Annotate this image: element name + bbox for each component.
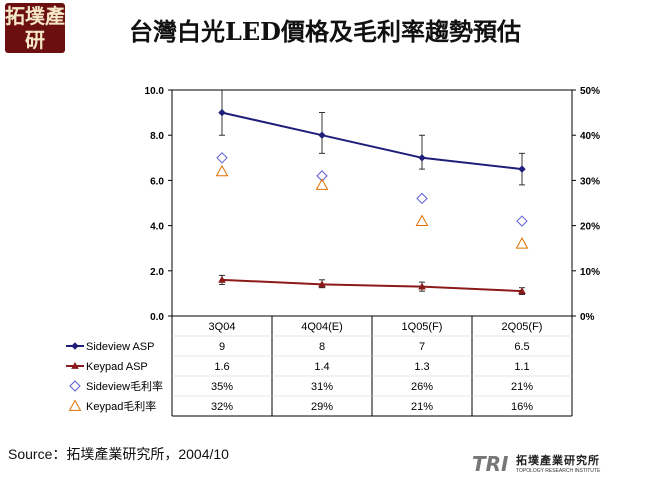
y-left-tick-label: 8.0 [150, 131, 164, 142]
logo-mark: TRI [472, 452, 509, 476]
y-left-tick-label: 2.0 [150, 267, 164, 278]
series-2-table-value: 31% [311, 381, 333, 393]
series-1-point [318, 280, 326, 288]
chart: 10.0 8.0 6.0 4.0 2.0 0.0 50% 40% 30% 20% 10% 0% 3Q04… [66, 86, 600, 417]
series-2-legend-marker [69, 380, 81, 392]
series-3-point [415, 214, 429, 226]
series-3-table-value: 29% [311, 401, 333, 413]
series-2-table-value: 35% [211, 381, 233, 393]
series-0-point [518, 165, 526, 173]
x-category-label: 1Q05(F) [402, 321, 443, 333]
series-1-table-value: 1.4 [314, 361, 329, 373]
series-2-point [216, 152, 228, 164]
series-1-point [218, 275, 226, 283]
y-right-tick-label: 0% [580, 312, 595, 323]
series-2-point [416, 192, 428, 205]
series-3-table-value: 16% [511, 401, 533, 413]
y-left-tick-label: 10.0 [145, 86, 165, 97]
series-0-point [218, 108, 226, 117]
series-1-legend-label: Keypad ASP [86, 361, 148, 373]
y-left-tick-label: 0.0 [150, 312, 164, 323]
x-category-label: 4Q04(E) [301, 321, 343, 333]
plot-area [171, 89, 573, 317]
logo-bottom-right: TRI 拓墣產業研究所 TOPOLOGY RESEARCH INSTITUTE [472, 452, 648, 478]
logo-cn: 拓墣產業研究所 [516, 454, 600, 467]
series-0-table-value: 7 [419, 341, 425, 353]
series-1-table-value: 1.3 [414, 361, 429, 373]
series-3-point [315, 178, 329, 190]
series-0-table-value: 9 [219, 341, 225, 353]
series-3-table-value: 32% [211, 401, 233, 413]
chart-title: 台灣白光LED價格及毛利率趨勢預估 [129, 17, 521, 46]
series-1-table-value: 1.1 [514, 361, 529, 373]
series-3-legend-label: Keypad毛利率 [86, 399, 156, 413]
series-0-point [418, 154, 426, 162]
y-right-tick-label: 30% [580, 176, 600, 187]
series-0-line [221, 111, 523, 171]
series-0-legend-marker [71, 342, 79, 350]
x-category-label: 2Q05(F) [502, 321, 543, 333]
series-2-point [516, 215, 528, 227]
series-3-point [515, 237, 529, 249]
series-3-table-value: 21% [411, 401, 433, 413]
logo-top-left: 拓墣產研 [5, 3, 65, 53]
series-3-legend-marker [68, 399, 82, 411]
y-right-tick-label: 10% [580, 267, 600, 278]
y-right-tick-label: 50% [580, 86, 600, 97]
series-2-table-value: 26% [411, 381, 433, 393]
series-1-legend-marker [71, 361, 79, 369]
series-1-line [221, 278, 523, 293]
series-2-table-value: 21% [511, 381, 533, 393]
series-0-table-value: 8 [319, 341, 325, 353]
series-2-legend-label: Sideview毛利率 [86, 379, 163, 393]
logo-en: TOPOLOGY RESEARCH INSTITUTE [516, 468, 601, 474]
series-1-point [418, 282, 426, 290]
source-note: Source：拓墣產業研究所，2004/10 [8, 446, 229, 462]
y-left-tick-label: 6.0 [150, 176, 164, 187]
x-category-label: 3Q04 [209, 321, 236, 333]
series-1-table-value: 1.6 [214, 361, 229, 373]
series-2-point [316, 170, 328, 182]
y-right-tick-label: 40% [580, 131, 600, 142]
series-0-legend-label: Sideview ASP [86, 341, 154, 353]
series-3-point [215, 164, 229, 177]
series-1-point [518, 287, 526, 295]
y-left-tick-label: 4.0 [150, 222, 164, 233]
series-0-point [318, 131, 326, 139]
series-0-table-value: 6.5 [514, 341, 529, 353]
y-right-tick-label: 20% [580, 222, 600, 233]
